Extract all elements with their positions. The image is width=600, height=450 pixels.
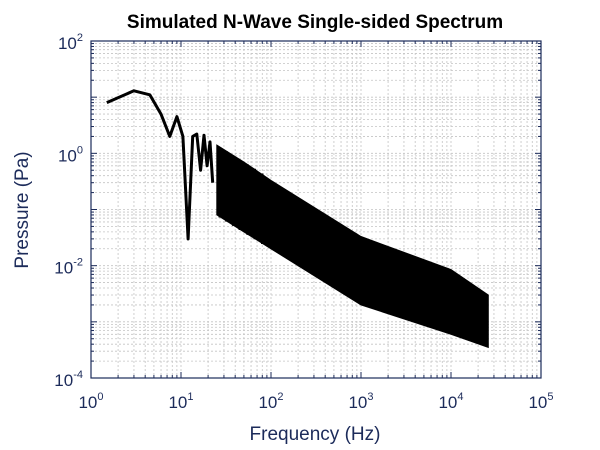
x-tick-label: 102 [258, 391, 283, 412]
x-tick-label: 105 [528, 391, 553, 412]
series-line-low-frequency [106, 89, 215, 241]
x-tick-label: 103 [348, 391, 373, 412]
y-tick-label: 100 [58, 144, 83, 165]
grid-lines [90, 41, 541, 379]
y-tick-label: 102 [58, 32, 83, 53]
y-tick-label: 10-4 [54, 369, 83, 390]
axes [90, 40, 542, 379]
x-tick-label: 104 [438, 391, 463, 412]
x-tick-label: 100 [78, 391, 103, 412]
chart-title: Simulated N-Wave Single-sided Spectrum [127, 12, 503, 33]
x-axis-label: Frequency (Hz) [250, 424, 381, 445]
x-tick-label: 101 [168, 391, 193, 412]
y-tick-label: 10-2 [54, 257, 83, 278]
y-axis-label: Pressure (Pa) [12, 151, 33, 268]
data-layer [106, 89, 489, 349]
tick-labels: 100 101 102 103 104 105 10-4 10-2 100 102 [54, 32, 553, 412]
series-oscillation-band [216, 144, 489, 349]
